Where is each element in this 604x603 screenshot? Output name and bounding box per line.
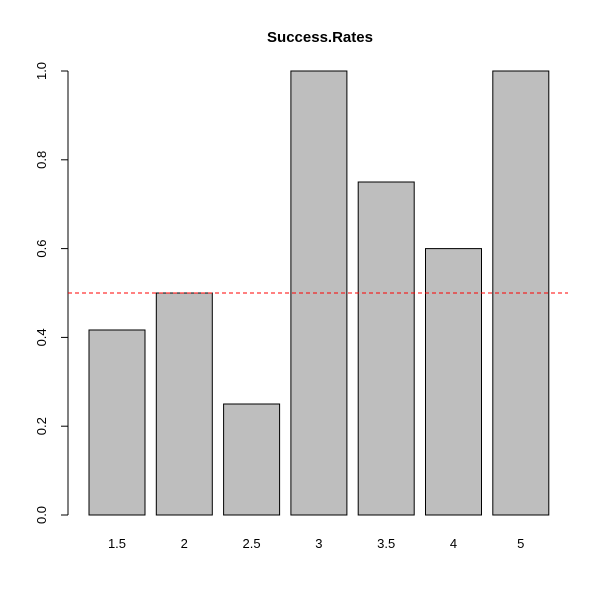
bar: [155, 292, 213, 516]
y-tick-label: 0.2: [34, 417, 49, 435]
bar: [223, 403, 281, 516]
y-axis: 0.0 0.2 0.4 0.6 0.8 1.0: [34, 62, 69, 524]
y-tick-label: 0.4: [34, 328, 49, 346]
chart-title: Success.Rates: [267, 29, 373, 46]
x-tick-label: 3.5: [377, 536, 395, 551]
x-tick-label: 1.5: [108, 536, 126, 551]
y-tick-label: 0.6: [34, 240, 49, 258]
bar: [88, 329, 146, 516]
y-tick-label: 1.0: [34, 62, 49, 80]
x-tick-label: 2: [181, 536, 188, 551]
x-tick-label: 3: [315, 536, 322, 551]
x-tick-label: 2.5: [243, 536, 261, 551]
bar: [425, 248, 482, 516]
x-tick-labels: 1.5 2 2.5 3 3.5 4 5: [108, 536, 524, 551]
bar: [357, 181, 415, 516]
x-tick-label: 5: [517, 536, 524, 551]
x-tick-label: 4: [450, 536, 457, 551]
y-tick-label: 0.0: [34, 506, 49, 524]
bars-group: [88, 70, 550, 516]
y-tick-label: 0.8: [34, 151, 49, 169]
